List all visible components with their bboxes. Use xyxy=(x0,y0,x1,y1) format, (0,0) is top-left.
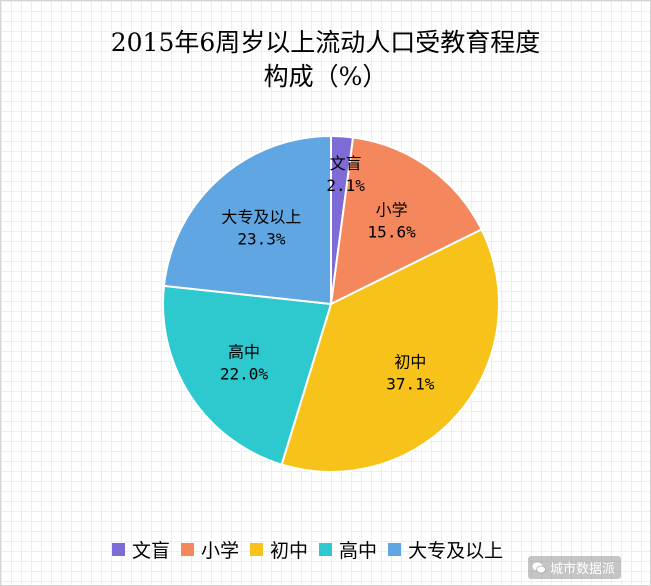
legend-label: 高中 xyxy=(339,540,378,562)
legend-item-5: 大专及以上 xyxy=(388,536,503,563)
chart-title-line-2: 构成（%） xyxy=(263,62,388,91)
watermark-text: 城市数据派 xyxy=(550,562,616,577)
legend-item-4: 高中 xyxy=(319,536,377,563)
chart-title: 2015年6周岁以上流动人口受教育程度 构成（%） xyxy=(0,26,651,94)
chart-legend: 文盲 小学 初中 高中 大专及以上 xyxy=(112,536,514,563)
slice-value-label: 2.1% xyxy=(326,176,365,195)
slice-label-3: 初中 37.1% xyxy=(386,352,435,393)
legend-swatch xyxy=(250,543,264,556)
legend-item-1: 文盲 xyxy=(112,536,170,563)
legend-swatch xyxy=(388,543,402,556)
slice-value-label: 23.3% xyxy=(237,229,286,248)
pie-slice-5 xyxy=(162,134,332,306)
slice-value-label: 15.6% xyxy=(368,222,417,241)
legend-item-2: 小学 xyxy=(181,536,239,563)
slice-category-label: 初中 xyxy=(394,352,426,371)
slice-value-label: 22.0% xyxy=(220,364,269,383)
legend-label: 文盲 xyxy=(132,540,171,562)
legend-swatch xyxy=(319,543,333,556)
slice-category-label: 小学 xyxy=(376,200,408,219)
slice-label-2: 小学 15.6% xyxy=(368,200,417,241)
legend-label: 小学 xyxy=(201,540,240,562)
slice-value-label: 37.1% xyxy=(386,374,435,393)
chart-title-line-1: 2015年6周岁以上流动人口受教育程度 xyxy=(110,28,541,57)
legend-label: 初中 xyxy=(270,540,309,562)
watermark: 城市数据派 xyxy=(528,556,622,579)
legend-swatch xyxy=(112,543,125,556)
legend-item-3: 初中 xyxy=(250,536,308,563)
wechat-icon xyxy=(532,562,546,573)
slice-label-4: 高中 22.0% xyxy=(220,342,269,383)
legend-swatch xyxy=(181,543,195,556)
slice-label-5: 大专及以上 23.3% xyxy=(221,207,301,248)
legend-label: 大专及以上 xyxy=(408,540,504,562)
pie-slice-2 xyxy=(329,136,483,306)
slice-category-label: 文盲 xyxy=(330,154,362,173)
pie-slice-3 xyxy=(280,228,500,473)
slice-label-1: 文盲 2.1% xyxy=(326,154,365,195)
slice-category-label: 大专及以上 xyxy=(221,207,301,226)
pie-slice-4 xyxy=(162,284,333,466)
slice-category-label: 高中 xyxy=(228,342,260,361)
